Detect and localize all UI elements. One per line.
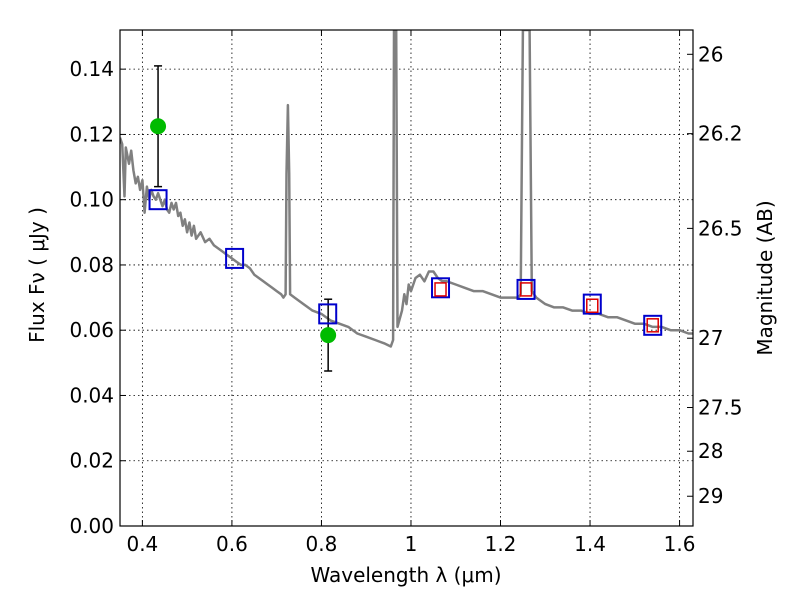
y-tick-label: 0.08 <box>69 253 114 277</box>
y-tick-label: 0.02 <box>69 449 114 473</box>
x-tick-label: 1 <box>405 532 418 556</box>
x-tick-label: 1.4 <box>574 532 606 556</box>
y-right-tick-label: 26.2 <box>698 122 743 146</box>
x-tick-label: 1.6 <box>664 532 696 556</box>
band-square-marker <box>148 189 168 211</box>
grid-layer <box>120 30 693 526</box>
inner-band-marker <box>646 318 659 333</box>
band-square-marker <box>431 277 451 299</box>
y-tick-label: 0.12 <box>69 122 114 146</box>
y-right-tick-label: 27.5 <box>698 396 743 420</box>
y-right-tick-label: 26.5 <box>698 216 743 240</box>
band-square-marker <box>643 314 663 336</box>
sed-line <box>120 30 693 348</box>
band-square-marker <box>318 303 338 325</box>
y-tick-label: 0.04 <box>69 383 114 407</box>
observed-point <box>320 298 337 372</box>
observed-point <box>150 65 167 188</box>
x-tick-label: 0.6 <box>216 532 248 556</box>
x-tick-label: 0.4 <box>126 532 158 556</box>
y-tick-label: 0.06 <box>69 318 114 342</box>
inner-band-marker <box>434 282 447 297</box>
y-right-tick-label: 28 <box>698 439 723 463</box>
y-right-tick-label: 26 <box>698 42 723 66</box>
observed-marker <box>320 327 337 344</box>
y-axis-right-label: Magnitude (AB) <box>753 200 777 355</box>
x-tick-label: 0.8 <box>306 532 338 556</box>
y-tick-label: 0.14 <box>69 57 114 81</box>
band-square-marker <box>582 293 602 315</box>
y-right-tick-label: 29 <box>698 484 723 508</box>
x-axis-label: Wavelength λ (μm) <box>310 563 501 587</box>
y-right-tick-label: 27 <box>698 326 723 350</box>
band-square-marker <box>516 278 536 300</box>
inner-band-marker <box>519 282 533 297</box>
y-axis-label: Flux Fν ( μJy ) <box>25 207 49 343</box>
plot-frame <box>119 29 694 527</box>
x-tick-label: 1.2 <box>485 532 517 556</box>
band-square-marker <box>225 247 245 269</box>
observed-marker <box>150 118 167 135</box>
tick-layer: 0.4 0.6 0.8 1 1.2 1.4 1.6 0.00 0.02 0.04 0.06 0.08 0… <box>69 30 743 556</box>
y-tick-label: 0.00 <box>69 514 114 538</box>
plot-area <box>120 30 693 372</box>
y-tick-label: 0.10 <box>69 188 114 212</box>
inner-band-marker <box>586 298 599 313</box>
